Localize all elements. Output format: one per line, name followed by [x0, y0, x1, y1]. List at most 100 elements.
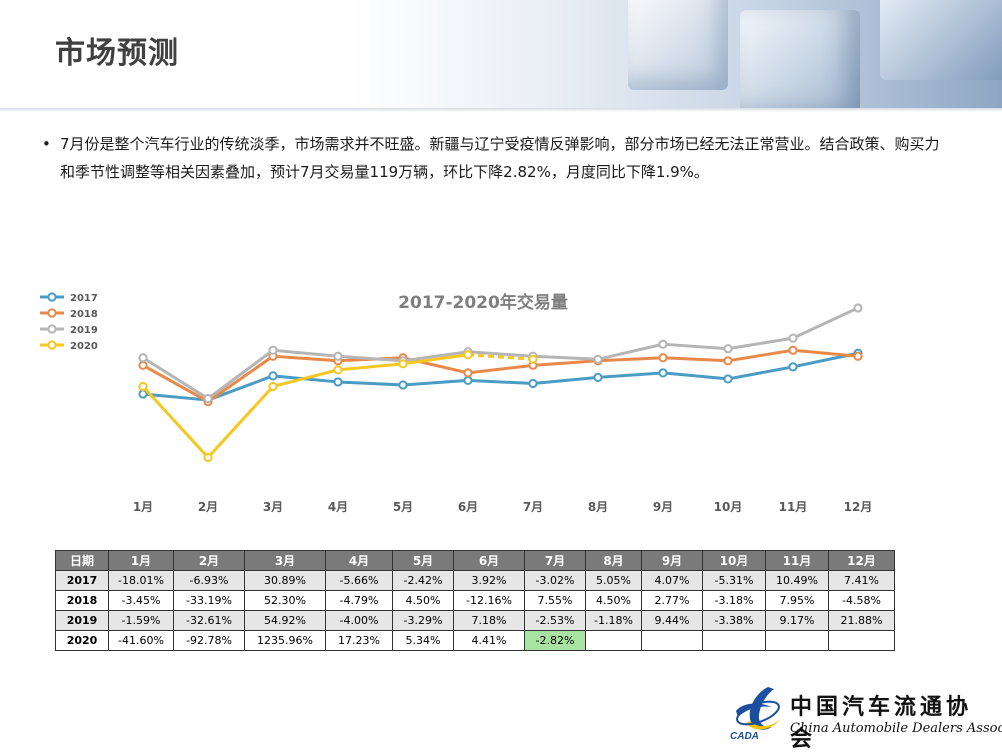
cada-emblem-icon — [736, 687, 780, 730]
table-cell: 7.41% — [828, 570, 895, 591]
table-header-cell: 7月 — [524, 550, 586, 571]
table-body: 2017 -18.01% -6.93% 30.89% -5.66% -2.42% 3.92%… — [55, 570, 895, 651]
data-point-2018-6 — [463, 368, 473, 378]
data-point-2020-7 — [528, 354, 538, 364]
logo-english-name: China Automobile Dealers Association — [790, 721, 1002, 736]
table-cell: 7.18% — [453, 610, 525, 631]
table-year-cell: 2019 — [55, 610, 109, 631]
data-point-2019-1 — [138, 353, 148, 363]
table-header-cell: 11月 — [765, 550, 829, 571]
bullet-marker: • — [42, 135, 51, 153]
data-point-2020-6 — [463, 350, 473, 360]
logo-chinese-name: 中国汽车流通协会 — [790, 694, 973, 752]
data-point-2019-10 — [723, 344, 733, 354]
series-dashed-segment-2020 — [467, 353, 534, 361]
table-row: 2018 -3.45% -33.19% 52.30% -4.79% 4.50% -12.16… — [55, 590, 895, 611]
table-cell: -5.31% — [702, 570, 766, 591]
table-cell: 30.89% — [244, 570, 326, 591]
table-row: 2020 -41.60% -92.78% 1235.96% 17.23% 5.34% 4.4… — [55, 630, 895, 651]
table-header-cell: 1月 — [108, 550, 174, 571]
table-cell: 4.50% — [392, 590, 454, 611]
table-cell: -3.45% — [108, 590, 174, 611]
data-point-2019-4 — [333, 351, 343, 361]
table-cell: -1.18% — [585, 610, 642, 631]
data-point-2020-2 — [203, 452, 213, 463]
table-row: 2017 -18.01% -6.93% 30.89% -5.66% -2.42% 3.92%… — [55, 570, 895, 591]
decorative-cube — [740, 10, 860, 110]
table-cell: -2.53% — [524, 610, 586, 631]
data-point-2018-11 — [788, 345, 798, 355]
chart-legend: 2017 2018 2019 2020 — [40, 292, 98, 352]
table-cell: 52.30% — [244, 590, 326, 611]
table-cell: -3.38% — [702, 610, 766, 631]
table-cell: 9.17% — [765, 610, 829, 631]
x-tick-label: 8月 — [588, 500, 608, 514]
series-2020 — [138, 350, 538, 463]
data-point-2019-9 — [658, 339, 668, 349]
summary-paragraph: • 7月份是整个汽车行业的传统淡季，市场需求并不旺盛。新疆与辽宁受疫情反弹影响，… — [42, 130, 942, 186]
table-cell: 3.92% — [453, 570, 525, 591]
table-cell: -18.01% — [108, 570, 174, 591]
series-2019 — [138, 303, 863, 404]
table-year-cell: 2017 — [55, 570, 109, 591]
legend-label-2018: 2018 — [70, 309, 98, 320]
table-cell: -32.61% — [173, 610, 245, 631]
table-cell: -33.19% — [173, 590, 245, 611]
data-point-2019-11 — [788, 333, 798, 343]
table-header-cell: 8月 — [585, 550, 642, 571]
table-cell: 4.41% — [453, 630, 525, 651]
table-cell: -2.42% — [392, 570, 454, 591]
table-cell — [641, 630, 703, 651]
x-tick-label: 12月 — [844, 500, 873, 514]
table-cell: 4.50% — [585, 590, 642, 611]
table-header-cell: 12月 — [828, 550, 895, 571]
table-cell: 7.95% — [765, 590, 829, 611]
table-cell: -6.93% — [173, 570, 245, 591]
logo-abbreviation: CADA — [730, 731, 759, 742]
table-cell: -3.18% — [702, 590, 766, 611]
legend-label-2017: 2017 — [70, 293, 98, 304]
header-banner — [0, 0, 1002, 110]
table-cell: -5.66% — [325, 570, 393, 591]
x-tick-label: 5月 — [393, 500, 413, 514]
table-cell: -4.58% — [828, 590, 895, 611]
series-line-2017 — [142, 351, 859, 402]
table-header-cell: 2月 — [173, 550, 245, 571]
series-line-2018 — [142, 348, 859, 404]
data-point-2017-10 — [723, 374, 733, 384]
legend-marker-2017 — [47, 292, 57, 302]
summary-text: 7月份是整个汽车行业的传统淡季，市场需求并不旺盛。新疆与辽宁受疫情反弹影响，部分… — [60, 135, 940, 181]
table-cell: -4.79% — [325, 590, 393, 611]
table-cell: -92.78% — [173, 630, 245, 651]
x-tick-label: 6月 — [458, 500, 478, 514]
data-point-2019-3 — [268, 345, 278, 355]
table-header-cell: 6月 — [453, 550, 525, 571]
table-header-cell: 3月 — [244, 550, 326, 571]
table-cell: 7.55% — [524, 590, 586, 611]
data-point-2020-3 — [268, 381, 278, 392]
x-tick-label: 4月 — [328, 500, 348, 514]
x-tick-label: 1月 — [133, 500, 153, 514]
table-cell: -2.82% — [524, 630, 586, 651]
data-point-2019-12 — [853, 303, 863, 313]
data-point-2020-4 — [333, 365, 343, 375]
table-cell: -3.29% — [392, 610, 454, 631]
table-cell: 5.34% — [392, 630, 454, 651]
table-cell — [702, 630, 766, 651]
table-year-cell: 2018 — [55, 590, 109, 611]
table-cell: -12.16% — [453, 590, 525, 611]
data-point-2017-8 — [593, 372, 603, 383]
x-axis-labels: 1月 2月 3月 4月 5月 6月 7月 8月 9月 10月 11月 12月 — [133, 500, 873, 514]
table-cell: 21.88% — [828, 610, 895, 631]
decorative-cube — [880, 0, 1002, 80]
data-point-2017-6 — [463, 375, 473, 386]
table-cell: 10.49% — [765, 570, 829, 591]
x-tick-label: 10月 — [714, 500, 743, 514]
data-point-2019-8 — [593, 354, 603, 364]
table-cell: 17.23% — [325, 630, 393, 651]
data-point-2017-7 — [528, 378, 538, 389]
table-header-cell: 4月 — [325, 550, 393, 571]
data-point-2020-1 — [138, 381, 148, 392]
legend-marker-2020 — [47, 340, 57, 350]
legend-marker-2018 — [47, 308, 57, 318]
